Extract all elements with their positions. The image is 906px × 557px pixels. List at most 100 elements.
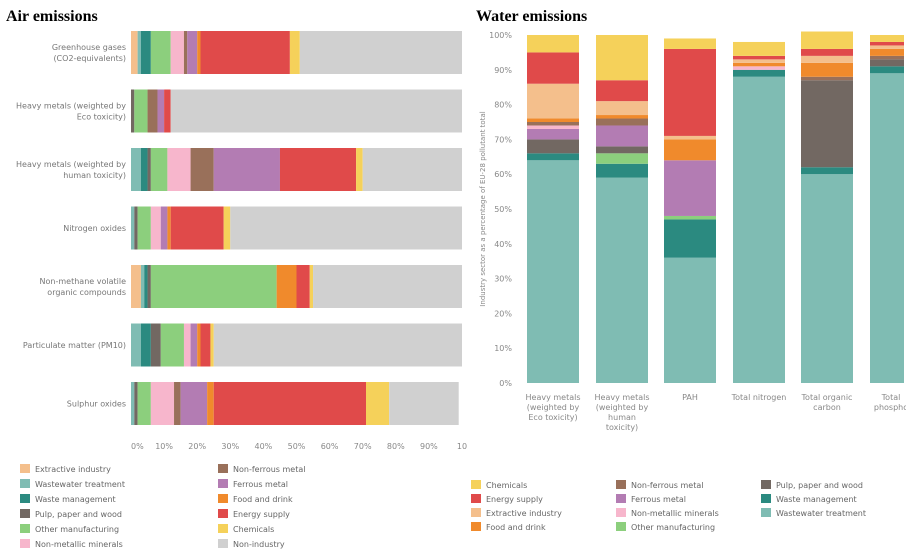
legend-swatch-pulp-paper-and-wood [761, 480, 771, 489]
air-bar-heavy-metals-weighted-by-eco-toxicity-other-manufacturing [134, 89, 148, 133]
air-bar-greenhouse-gases-co2-equivalents-waste-management [140, 31, 151, 74]
legend-swatch-chemicals [218, 524, 228, 533]
air-category-label: Greenhouse gases [52, 43, 126, 52]
air-bar-sulphur-oxides-pulp-paper-and-wood [134, 382, 138, 425]
water-bar-total-organic-carbon-chemicals [801, 31, 853, 49]
air-category-label: Eco toxicity) [77, 113, 126, 122]
water-bar-heavy-metals-weighted-by-human-toxicity-other-manufacturing [596, 153, 648, 164]
legend-swatch-energy-supply [471, 494, 481, 503]
legend-label: Extractive industry [35, 465, 111, 474]
water-bar-pah-extractive-industry [664, 135, 716, 140]
legend-label: Non-ferrous metal [631, 481, 704, 490]
water-category-label: Total organic [801, 393, 853, 402]
water-bar-heavy-metals-weighted-by-human-toxicity-waste-management [596, 163, 648, 178]
water-category-label: human [608, 413, 636, 422]
air-bar-nitrogen-oxides-energy-supply [170, 206, 224, 250]
air-bar-greenhouse-gases-co2-equivalents-non-industry [299, 31, 462, 74]
legend-swatch-food-and-drink [471, 522, 481, 531]
water-bar-total-phospho-wastewater-treatment [870, 73, 904, 383]
air-category-label: (CO2-equivalents) [53, 54, 126, 63]
water-category-label: phospho [874, 403, 906, 412]
water-emissions-legend: Chemicals Energy supply Extractive industr… [471, 480, 866, 532]
air-bar-heavy-metals-weighted-by-human-toxicity-non-ferrous-metal [190, 148, 214, 191]
legend-swatch-waste-management [20, 494, 30, 503]
water-y-tick-label: 80% [494, 101, 512, 110]
water-bar-heavy-metals-weighted-by-eco-toxicity-ferrous-metal [527, 128, 579, 140]
water-bar-heavy-metals-weighted-by-eco-toxicity-energy-supply [527, 52, 579, 84]
water-bar-heavy-metals-weighted-by-eco-toxicity-waste-management [527, 153, 579, 161]
water-bar-heavy-metals-weighted-by-human-toxicity-non-ferrous-metal [596, 118, 648, 126]
air-bar-particulate-matter-pm10-wastewater-treatment [131, 323, 141, 367]
legend-label: Waste management [776, 495, 857, 504]
air-category-label: Heavy metals (weighted by [16, 102, 126, 111]
water-bar-heavy-metals-weighted-by-eco-toxicity-extractive-industry [527, 83, 579, 119]
water-y-tick-label: 60% [494, 170, 512, 179]
water-bar-total-nitrogen-wastewater-treatment [733, 76, 785, 383]
water-bar-heavy-metals-weighted-by-human-toxicity-pulp-paper-and-wood [596, 146, 648, 154]
water-bar-pah-other-manufacturing [664, 215, 716, 220]
water-bar-total-nitrogen-energy-supply [733, 55, 785, 60]
air-category-label: Nitrogen oxides [63, 224, 126, 233]
water-bar-heavy-metals-weighted-by-human-toxicity-food-and-drink [596, 115, 648, 119]
legend-swatch-non-metallic-minerals [20, 539, 30, 548]
air-bar-non-methane-volatile-organic-compounds-extractive-industry [131, 265, 141, 308]
legend-swatch-pulp-paper-and-wood [20, 509, 30, 518]
air-emissions-chart: Greenhouse gases (CO2-equivalents) Heavy m… [16, 31, 467, 451]
air-bar-non-methane-volatile-organic-compounds-wastewater-treatment [140, 265, 145, 308]
water-category-label: Eco toxicity) [528, 413, 577, 422]
air-bar-nitrogen-oxides-non-industry [230, 206, 462, 250]
water-bar-pah-chemicals [664, 38, 716, 49]
air-bar-heavy-metals-weighted-by-human-toxicity-wastewater-treatment [131, 148, 141, 191]
legend-swatch-other-manufacturing [616, 522, 626, 531]
air-bar-nitrogen-oxides-other-manufacturing [137, 206, 151, 250]
air-bar-non-methane-volatile-organic-compounds-energy-supply [296, 265, 310, 308]
air-bar-heavy-metals-weighted-by-eco-toxicity-non-industry [170, 89, 462, 133]
air-bar-non-methane-volatile-organic-compounds-chemicals [309, 265, 314, 308]
water-bar-total-nitrogen-food-and-drink [733, 62, 785, 67]
water-bar-heavy-metals-weighted-by-eco-toxicity-non-metallic-minerals [527, 125, 579, 129]
air-bar-nitrogen-oxides-non-metallic-minerals [150, 206, 161, 250]
air-bar-heavy-metals-weighted-by-eco-toxicity-ferrous-metal [157, 89, 165, 133]
water-y-axis-label: Industry sector as a percentage of EU-28… [479, 111, 487, 306]
air-bar-particulate-matter-pm10-energy-supply [200, 323, 211, 367]
air-bar-particulate-matter-pm10-pulp-paper-and-wood [150, 323, 161, 367]
water-bar-heavy-metals-weighted-by-eco-toxicity-non-ferrous-metal [527, 122, 579, 126]
legend-label: Chemicals [486, 481, 527, 490]
air-bar-particulate-matter-pm10-chemicals [210, 323, 214, 367]
air-bar-sulphur-oxides-chemicals [366, 382, 390, 425]
legend-label: Ferrous metal [631, 495, 686, 504]
legend-label: Non-metallic minerals [631, 509, 719, 518]
water-bar-total-nitrogen-extractive-industry [733, 59, 785, 63]
legend-swatch-non-metallic-minerals [616, 508, 626, 517]
water-bar-heavy-metals-weighted-by-human-toxicity-energy-supply [596, 80, 648, 102]
water-category-label: Heavy metals [595, 393, 650, 402]
water-bar-heavy-metals-weighted-by-eco-toxicity-food-and-drink [527, 118, 579, 122]
air-bar-heavy-metals-weighted-by-eco-toxicity-energy-supply [164, 89, 171, 133]
air-x-tick-label: 0% [131, 442, 144, 451]
air-bar-non-methane-volatile-organic-compounds-pulp-paper-and-wood [147, 265, 151, 308]
air-bar-heavy-metals-weighted-by-human-toxicity-non-metallic-minerals [167, 148, 191, 191]
water-y-tick-label: 90% [494, 66, 512, 75]
air-bar-greenhouse-gases-co2-equivalents-non-ferrous-metal [183, 31, 188, 74]
water-bar-total-organic-carbon-non-ferrous-metal [801, 76, 853, 81]
water-category-label: toxicity) [606, 423, 638, 432]
water-bar-total-organic-carbon-waste-management [801, 167, 853, 175]
legend-label: Extractive industry [486, 509, 562, 518]
air-bar-particulate-matter-pm10-ferrous-metal [190, 323, 198, 367]
water-bar-pah-waste-management [664, 219, 716, 258]
air-bar-nitrogen-oxides-pulp-paper-and-wood [134, 206, 138, 250]
air-bar-sulphur-oxides-wastewater-treatment [131, 382, 135, 425]
air-bar-nitrogen-oxides-ferrous-metal [160, 206, 168, 250]
water-bar-pah-ferrous-metal [664, 160, 716, 216]
water-y-tick-label: 50% [494, 205, 512, 214]
legend-swatch-wastewater-treatment [761, 508, 771, 517]
air-bar-non-methane-volatile-organic-compounds-non-industry [313, 265, 462, 308]
legend-label: Chemicals [233, 525, 274, 534]
air-x-tick-label: 70% [354, 442, 372, 451]
legend-swatch-non-ferrous-metal [218, 464, 228, 473]
air-bar-greenhouse-gases-co2-equivalents-wastewater-treatment [137, 31, 141, 74]
air-bar-nitrogen-oxides-chemicals [223, 206, 231, 250]
legend-label: Ferrous metal [233, 480, 288, 489]
water-bar-total-nitrogen-non-metallic-minerals [733, 66, 785, 70]
legend-label: Non-industry [233, 540, 285, 549]
